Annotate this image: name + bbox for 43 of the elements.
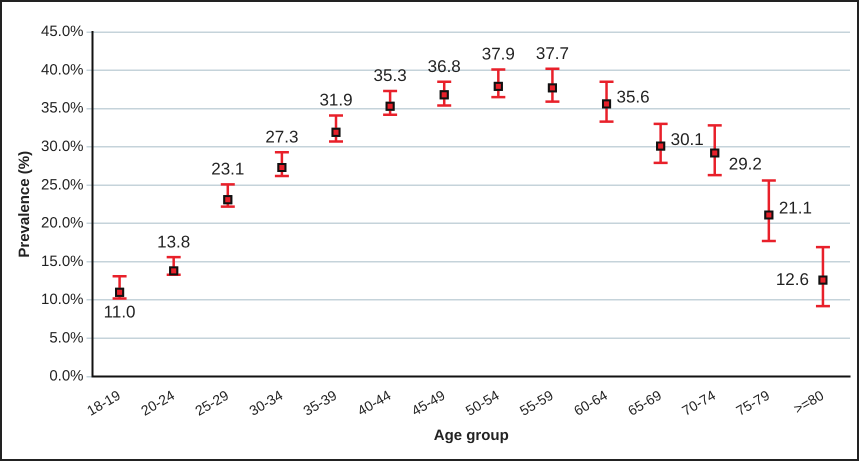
point [223, 195, 232, 204]
point [602, 99, 612, 109]
data-label: 30.1 [670, 130, 704, 149]
point [331, 128, 341, 137]
data-label: 21.1 [778, 198, 812, 218]
point [548, 83, 557, 92]
y-tick-label: 15.0% [40, 252, 84, 270]
y-tick-label: 30.0% [40, 138, 84, 155]
x-tick-label: >=80 [790, 386, 827, 417]
data-label: 37.7 [536, 44, 569, 63]
data-label: 35.6 [616, 88, 650, 107]
y-tick-label: 0.0% [49, 368, 84, 385]
y-tick-label: 5.0% [49, 329, 84, 346]
x-tick-label: 45-49 [408, 386, 448, 419]
y-tick-label: 45.0% [40, 23, 84, 40]
data-label: 13.8 [157, 232, 190, 252]
point [818, 276, 828, 285]
y-tick-label: 40.0% [40, 61, 84, 78]
data-label: 23.1 [211, 160, 244, 179]
point [277, 162, 286, 172]
point [656, 142, 666, 151]
x-axis-title: Age group [434, 427, 509, 444]
data-label: 31.9 [319, 90, 353, 110]
data-label: 11.0 [104, 302, 136, 322]
point [764, 210, 774, 220]
point [386, 102, 395, 111]
data-label: 27.3 [265, 127, 298, 146]
point [440, 90, 449, 100]
data-label: 29.2 [728, 154, 762, 174]
y-tick-label: 10.0% [40, 291, 84, 308]
data-label: 36.8 [428, 56, 461, 76]
x-tick-label: 40-44 [354, 386, 394, 419]
data-label: 37.9 [482, 44, 515, 64]
point [494, 82, 503, 91]
y-axis-title: Prevalence (%) [16, 150, 34, 258]
data-label: 12.6 [776, 270, 809, 289]
point [169, 266, 178, 276]
point [115, 288, 124, 297]
y-tick-label: 35.0% [40, 100, 84, 117]
point [710, 148, 720, 158]
data-label: 35.3 [374, 66, 407, 86]
y-tick-label: 25.0% [40, 176, 84, 194]
y-tick-label: 20.0% [40, 214, 84, 232]
